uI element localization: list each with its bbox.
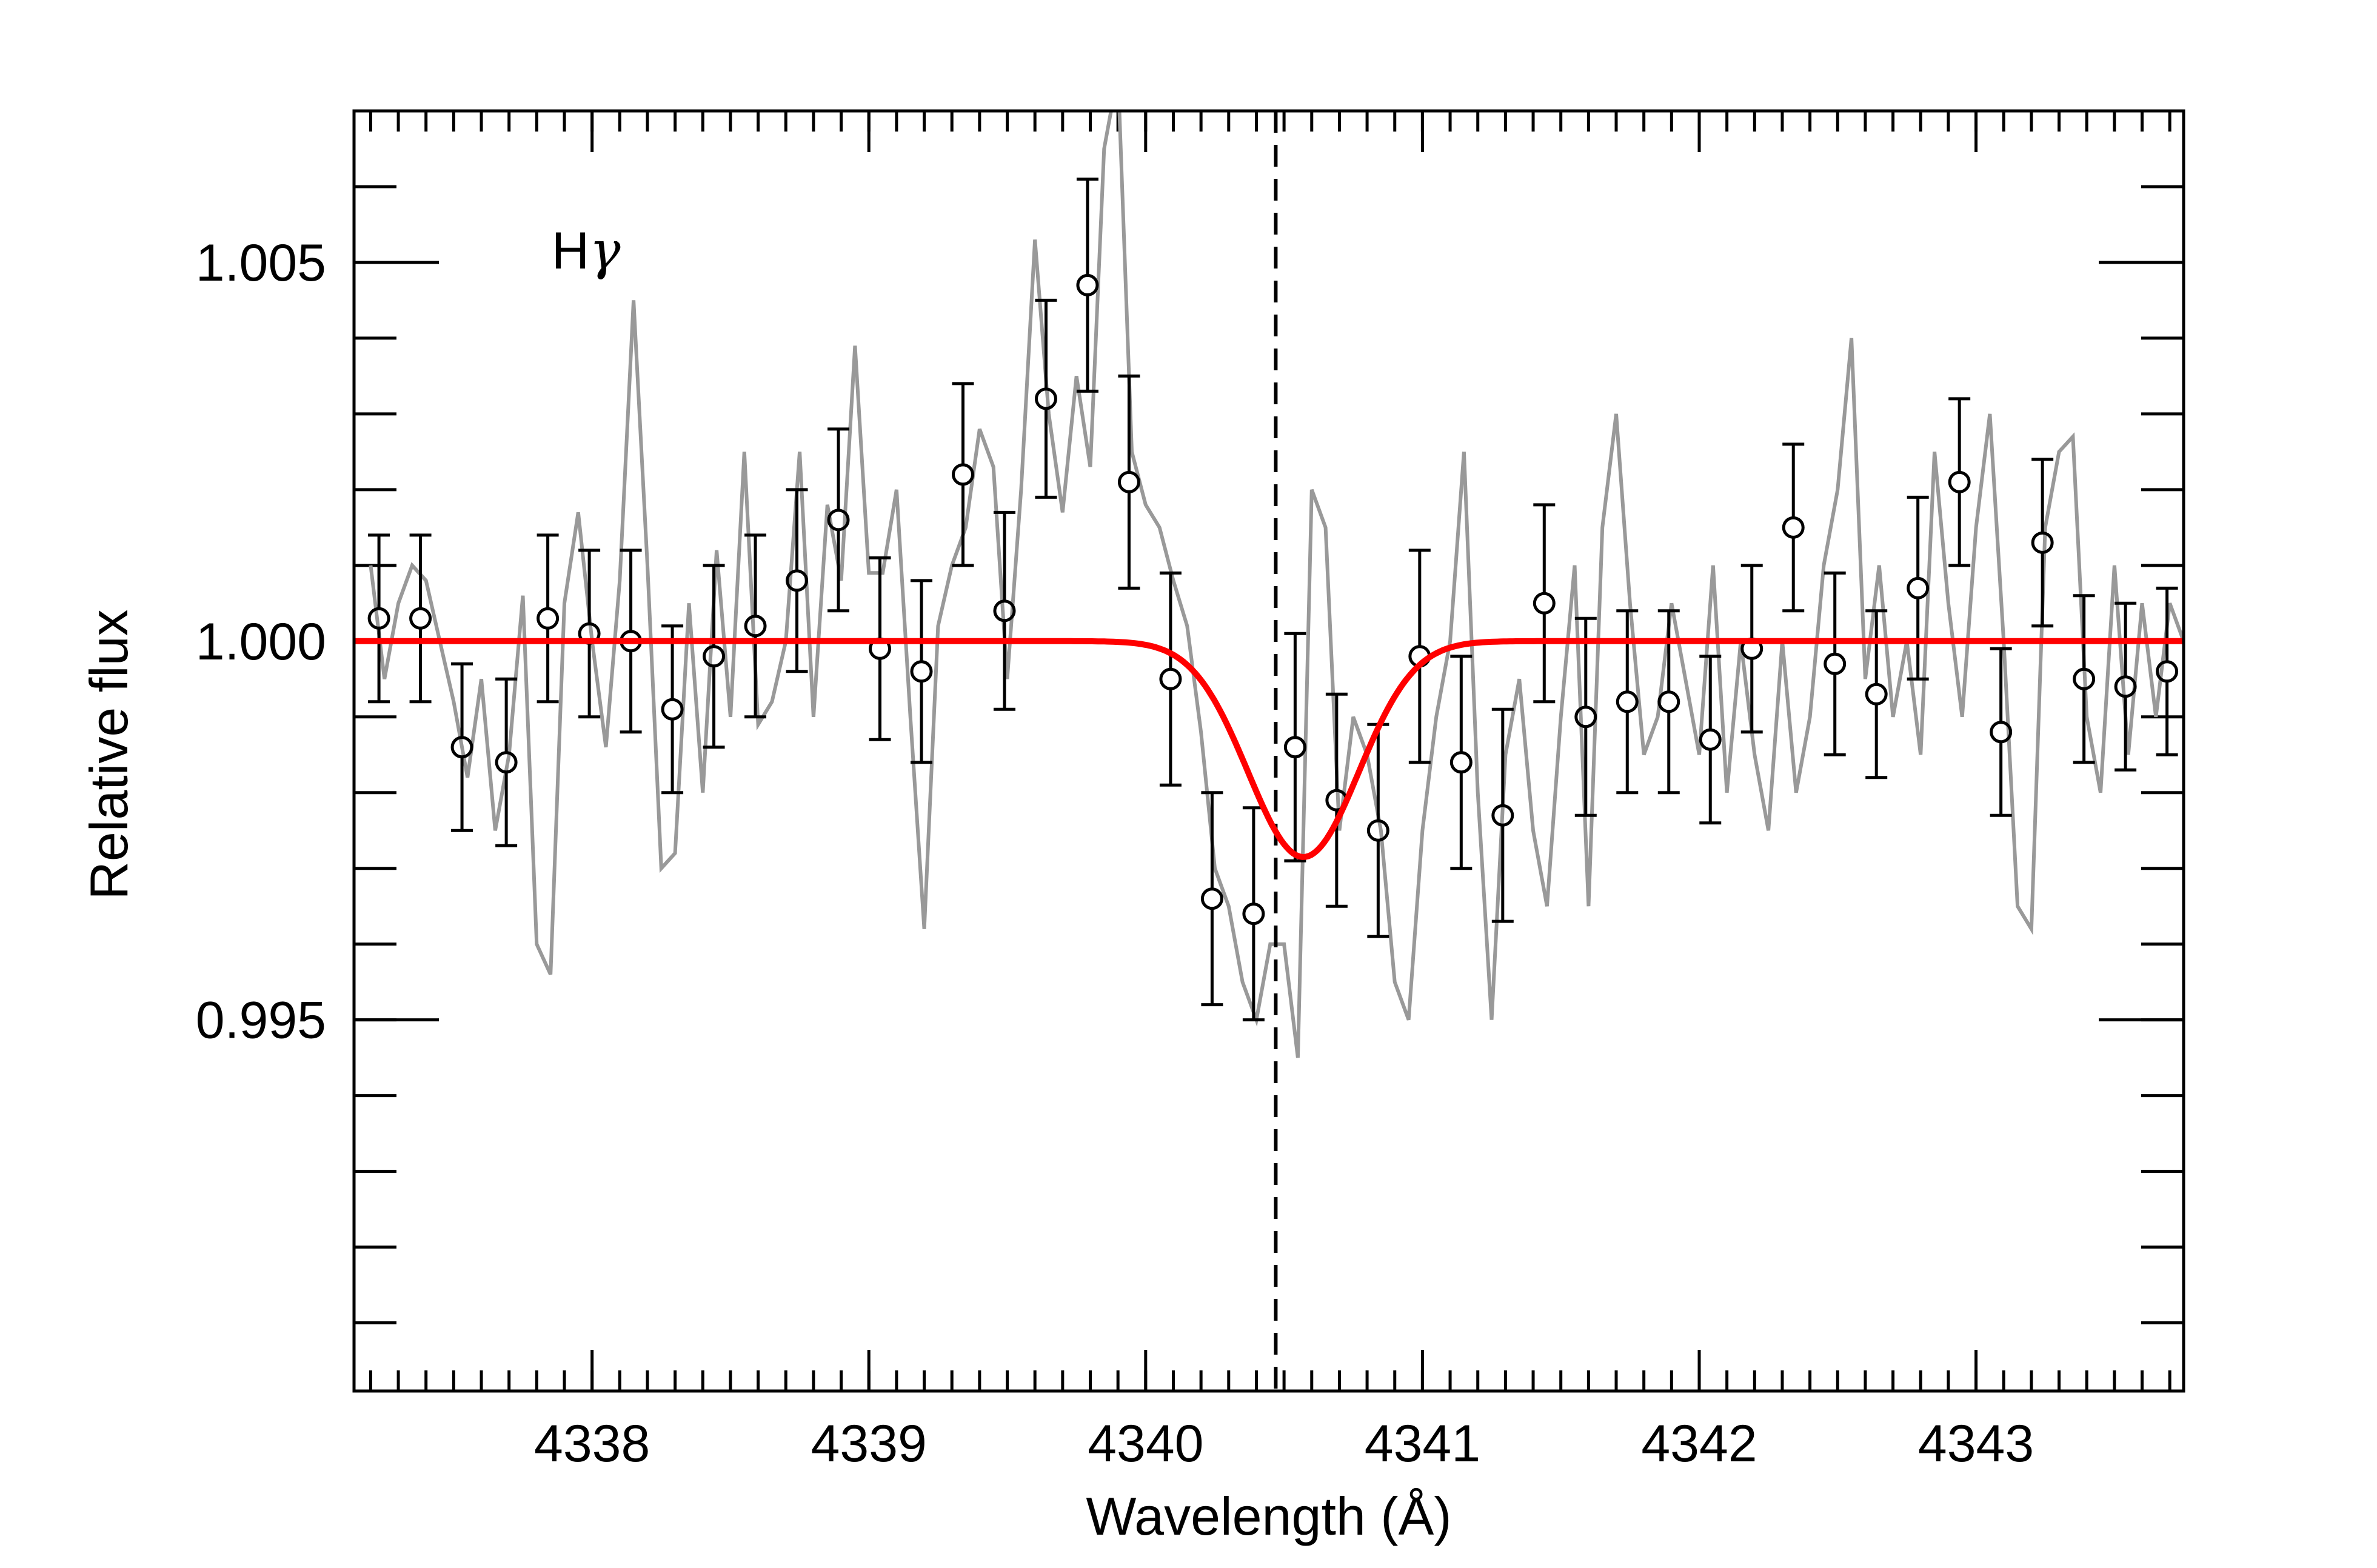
minor-ticks	[354, 109, 2184, 1391]
data-marker	[951, 463, 974, 486]
data-marker	[910, 660, 933, 683]
data-marker	[1865, 682, 1888, 706]
x-axis-label: Wavelength (Å)	[1086, 1486, 1451, 1546]
data-marker	[744, 615, 767, 638]
data-marker	[1366, 819, 1389, 842]
y-axis-label: Relative flux	[79, 609, 139, 899]
binned-point	[703, 564, 726, 749]
data-marker	[1699, 728, 1722, 751]
data-marker	[2114, 675, 2137, 698]
data-marker	[1907, 576, 1930, 599]
data-marker	[367, 607, 390, 630]
data-marker	[409, 607, 432, 630]
binned-point	[1657, 609, 1680, 795]
annotation-greek: γ	[589, 221, 621, 281]
binned-point	[1200, 791, 1223, 1007]
binned-point	[1117, 374, 1140, 590]
data-marker	[1533, 592, 1556, 615]
data-marker	[1824, 652, 1847, 675]
y-tick-label: 1.005	[196, 234, 326, 292]
data-marker	[1616, 690, 1639, 713]
data-marker	[1657, 690, 1680, 713]
data-marker	[1283, 736, 1306, 759]
binned-point	[1948, 397, 1971, 567]
data-marker	[1990, 721, 2013, 744]
x-tick-label: 4341	[1365, 1415, 1480, 1473]
binned-point	[1034, 298, 1057, 499]
data-marker	[2031, 531, 2054, 554]
binned-point	[450, 662, 473, 832]
binned-point	[827, 427, 850, 613]
data-marker	[661, 698, 684, 721]
binned-point	[1740, 564, 1764, 734]
data-marker	[1782, 516, 1805, 539]
x-tick-label: 4342	[1641, 1415, 1757, 1473]
binned-point	[1782, 442, 1805, 613]
y-tick-label: 1.000	[196, 613, 326, 671]
binned-point	[1076, 177, 1099, 393]
binned-point	[1616, 609, 1639, 795]
binned-point	[744, 533, 767, 719]
binned-point	[1574, 616, 1597, 817]
data-marker	[450, 736, 473, 759]
x-tick-label: 4338	[534, 1415, 650, 1473]
h-gamma-annotation: Hγ	[552, 221, 621, 281]
data-marker	[1159, 667, 1182, 690]
binned-point	[1533, 503, 1556, 704]
binned-point	[951, 382, 974, 567]
x-tick-label: 4343	[1918, 1415, 2034, 1473]
binned-point	[2156, 586, 2179, 756]
data-marker	[495, 751, 518, 774]
binned-point	[869, 556, 892, 741]
annotation-letter: H	[552, 222, 589, 280]
data-marker	[827, 509, 850, 532]
data-marker	[2156, 660, 2179, 683]
binned-point	[1824, 571, 1847, 756]
data-marker	[1200, 887, 1223, 910]
x-tick-label: 4340	[1088, 1415, 1203, 1473]
binned-point	[786, 488, 809, 673]
binned-point	[1449, 655, 1473, 870]
data-marker	[537, 607, 560, 630]
binned-point	[1491, 707, 1514, 923]
y-tick-label: 0.995	[196, 992, 326, 1050]
binned-point	[1907, 495, 1930, 681]
gaussian-model-line	[354, 638, 2184, 860]
tick-labels: 4338 4339 4340 4341 4342 4343 0.995 1.000 1.005	[196, 234, 2034, 1473]
binned-points	[367, 177, 2179, 1022]
data-marker	[1574, 706, 1597, 729]
binned-point	[993, 510, 1016, 711]
data-marker	[1034, 387, 1057, 410]
binned-point	[1366, 722, 1389, 938]
data-marker	[1491, 804, 1514, 827]
plot-frame	[352, 109, 2185, 1393]
binned-point	[910, 579, 933, 764]
binned-point	[1699, 655, 1722, 825]
data-marker	[1242, 902, 1265, 926]
binned-point	[2114, 601, 2137, 772]
binned-point	[1865, 609, 1888, 779]
data-marker	[703, 645, 726, 668]
data-marker	[2073, 667, 2096, 690]
data-marker	[786, 569, 809, 592]
binned-point	[1159, 571, 1182, 787]
binned-point	[2073, 594, 2096, 764]
binned-point	[537, 533, 560, 704]
binned-point	[2031, 458, 2054, 628]
data-marker	[993, 599, 1016, 622]
binned-point	[409, 533, 432, 704]
binned-point	[495, 677, 518, 847]
data-marker	[1449, 751, 1473, 774]
data-marker	[1117, 470, 1140, 493]
data-marker	[1076, 273, 1099, 296]
data-marker	[1948, 470, 1971, 493]
binned-point	[1283, 632, 1306, 862]
x-tick-label: 4339	[811, 1415, 927, 1473]
binned-point	[1990, 647, 2013, 817]
major-ticks	[354, 111, 2184, 1391]
